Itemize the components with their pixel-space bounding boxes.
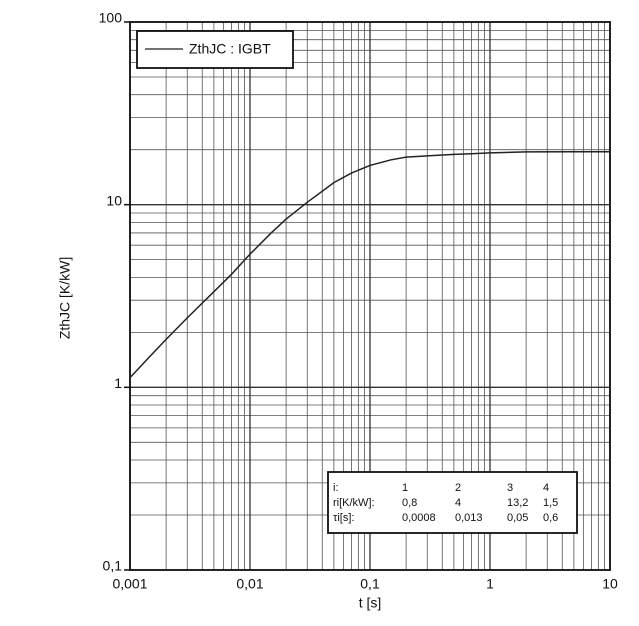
x-tick-label: 10 (602, 576, 618, 592)
legend-label: ZthJC : IGBT (189, 41, 271, 57)
table-box (327, 471, 578, 534)
table-cell: τi[s]: (333, 512, 354, 524)
x-tick-label: 0,1 (360, 576, 380, 592)
x-tick-label: 0,001 (112, 576, 147, 592)
table-cell: 0,013 (455, 512, 483, 524)
y-tick-label: 0,1 (103, 558, 123, 574)
table-cell: ri[K/kW]: (333, 497, 375, 509)
table-cell: 0,6 (543, 512, 558, 524)
y-tick-label: 1 (114, 375, 122, 391)
table-cell: 0,8 (402, 497, 417, 509)
table-cell: 2 (455, 482, 461, 494)
table-cell: 1,5 (543, 497, 558, 509)
y-tick-label: 100 (99, 10, 123, 26)
table-cell: 1 (402, 482, 408, 494)
table-cell: i: (333, 482, 339, 494)
table-cell: 4 (455, 497, 461, 509)
x-tick-label: 1 (486, 576, 494, 592)
table-cell: 4 (543, 482, 549, 494)
series-line (129, 150, 610, 379)
x-axis-label: t [s] (359, 595, 382, 611)
table-cell: 13,2 (507, 497, 528, 509)
y-tick-label: 10 (106, 192, 122, 208)
table-cell: 0,0008 (402, 512, 436, 524)
x-tick-label: 0,01 (236, 576, 263, 592)
y-axis-label: ZthJC [K/kW] (57, 257, 73, 339)
table-cell: 0,05 (507, 512, 528, 524)
table-cell: 3 (507, 482, 513, 494)
plot-frame (129, 21, 611, 571)
